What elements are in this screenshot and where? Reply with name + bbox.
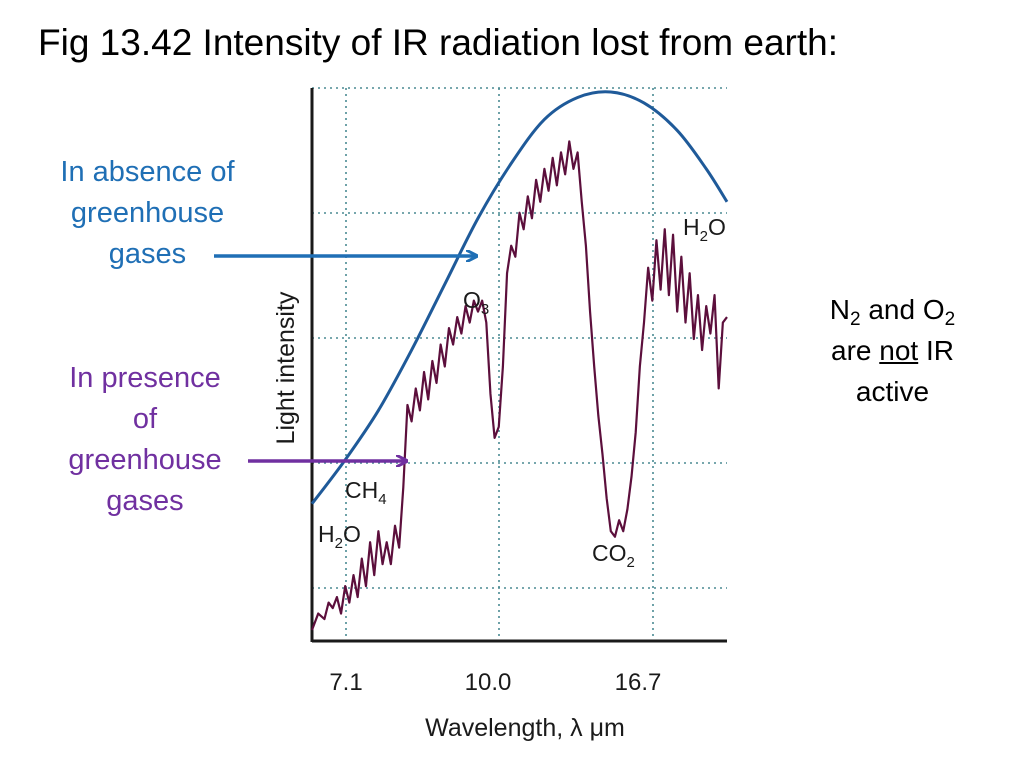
note-line-2: are not IR	[831, 335, 954, 366]
callout-line: of	[132, 403, 158, 435]
absence-callout: In absence of greenhouse gases	[40, 152, 255, 275]
callout-line: greenhouse	[70, 197, 225, 229]
x-tick-labels: 7.1 10.0 16.7	[329, 669, 661, 696]
annotation-h2o-right: H2O	[683, 214, 726, 245]
series-line-observed	[310, 140, 728, 631]
note-line-3: active	[855, 376, 930, 407]
x-axis-title: Wavelength, λ μm	[425, 714, 625, 742]
annotation-co2: CO2	[592, 540, 635, 571]
page-title: Fig 13.42 Intensity of IR radiation lost…	[38, 22, 838, 63]
y-axis-title: Light intensity	[272, 291, 300, 444]
callout-line: gases	[106, 485, 184, 517]
annotation-h2o-left: H2O	[318, 521, 361, 552]
ir-active-note: N2 and O2 are not IR active	[800, 289, 985, 412]
x-tick-label: 16.7	[615, 669, 662, 696]
presence-callout: In presence of greenhouse gases	[40, 358, 250, 522]
note-line-1: N2 and O2	[829, 294, 956, 330]
chart-grid	[312, 87, 727, 641]
callout-line: greenhouse	[68, 444, 222, 476]
series-layer	[310, 90, 729, 631]
annotation-o3: O3	[463, 287, 489, 318]
callout-line: In absence of	[60, 156, 235, 188]
series-line-blackbody	[310, 90, 729, 505]
callout-line: gases	[108, 238, 187, 270]
annotation-ch4: CH4	[345, 477, 387, 508]
callout-line: In presence	[69, 362, 221, 394]
x-tick-label: 7.1	[329, 669, 362, 696]
gas-labels: H2O CH4 O3 CO2 H2O	[318, 214, 726, 571]
x-tick-label: 10.0	[465, 669, 512, 696]
chart-axes	[310, 88, 727, 643]
